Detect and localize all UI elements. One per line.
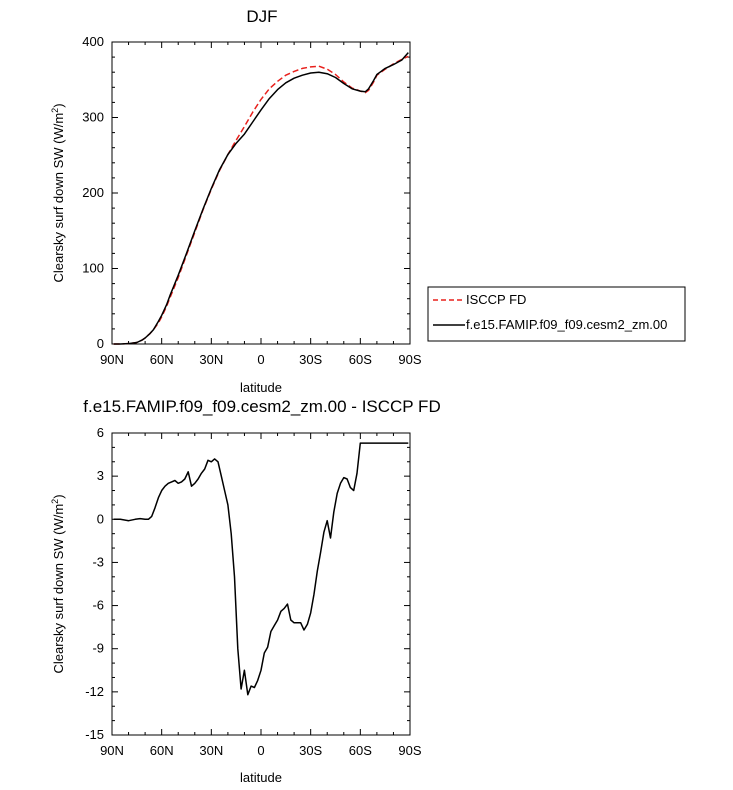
bottom-y-axis-label-sup: 2: [50, 499, 60, 504]
top-y-tick-label: 200: [82, 185, 104, 200]
top-y-axis-label: Clearsky surf down SW (W/m2): [50, 103, 66, 282]
bottom-y-tick-label: -15: [85, 727, 104, 742]
top-x-tick-label: 60S: [349, 352, 372, 367]
top-y-axis-label-sup: 2: [50, 108, 60, 113]
top-x-tick-label: 90S: [398, 352, 421, 367]
bottom-chart-title: f.e15.FAMIP.f09_f09.cesm2_zm.00 - ISCCP …: [83, 397, 440, 416]
top-series-line-1: [113, 52, 409, 345]
bottom-series-line-0: [113, 442, 409, 696]
top-y-tick-label: 400: [82, 34, 104, 49]
bottom-y-axis-label-main: Clearsky surf down SW (W/m: [51, 504, 66, 674]
top-y-tick-label: 100: [82, 261, 104, 276]
legend-label-model: f.e15.FAMIP.f09_f09.cesm2_zm.00: [466, 317, 667, 332]
bottom-y-tick-label: -3: [92, 554, 104, 569]
top-chart-title: DJF: [246, 7, 277, 26]
bottom-x-tick-label: 30N: [199, 743, 223, 758]
bottom-series-group: [113, 442, 409, 696]
top-x-tick-label: 30N: [199, 352, 223, 367]
bottom-y-tick-label: 0: [97, 511, 104, 526]
bottom-x-tick-label: 90N: [100, 743, 124, 758]
legend: ISCCP FD f.e15.FAMIP.f09_f09.cesm2_zm.00: [427, 286, 686, 342]
bottom-y-tick-label: 3: [97, 468, 104, 483]
bottom-x-tick-label: 0: [257, 743, 264, 758]
bottom-y-tick-label: -12: [85, 684, 104, 699]
bottom-y-tick-label: -9: [92, 641, 104, 656]
bottom-x-axis-label: latitude: [240, 770, 282, 785]
top-x-axis-label: latitude: [240, 380, 282, 395]
bottom-plot-frame: [111, 432, 411, 736]
bottom-panel: f.e15.FAMIP.f09_f09.cesm2_zm.00 - ISCCP …: [50, 397, 441, 785]
bottom-y-tick-label: 6: [97, 425, 104, 440]
top-x-tick-label: 30S: [299, 352, 322, 367]
top-axis-ticks: 90N 60N 30N 0 30S 60S 90S 0 100 200 300 400: [82, 34, 422, 367]
top-panel: DJF 90N 60N 30N 0 30S 60S 90S 0 100 200 300 400 lat…: [50, 7, 686, 395]
top-series-group: [113, 52, 409, 345]
top-x-tick-label: 90N: [100, 352, 124, 367]
top-y-axis-label-tail: ): [51, 103, 66, 107]
top-y-tick-label: 0: [97, 336, 104, 351]
top-x-tick-label: 60N: [150, 352, 174, 367]
bottom-axis-ticks: 90N 60N 30N 0 30S 60S 90S -15 -12 -9 -6 -3 0 3 6: [85, 425, 422, 758]
bottom-x-tick-label: 90S: [398, 743, 421, 758]
top-y-axis-label-main: Clearsky surf down SW (W/m: [51, 113, 66, 283]
legend-label-isccp: ISCCP FD: [466, 292, 526, 307]
bottom-y-tick-label: -6: [92, 598, 104, 613]
top-x-tick-label: 0: [257, 352, 264, 367]
bottom-x-tick-label: 60S: [349, 743, 372, 758]
top-y-tick-label: 300: [82, 110, 104, 125]
top-series-line-0: [113, 55, 409, 345]
top-plot-frame: [111, 41, 411, 345]
bottom-x-tick-label: 30S: [299, 743, 322, 758]
bottom-y-axis-label: Clearsky surf down SW (W/m2): [50, 494, 66, 673]
legend-box: [427, 286, 686, 342]
bottom-x-tick-label: 60N: [150, 743, 174, 758]
bottom-y-axis-label-tail: ): [51, 494, 66, 498]
